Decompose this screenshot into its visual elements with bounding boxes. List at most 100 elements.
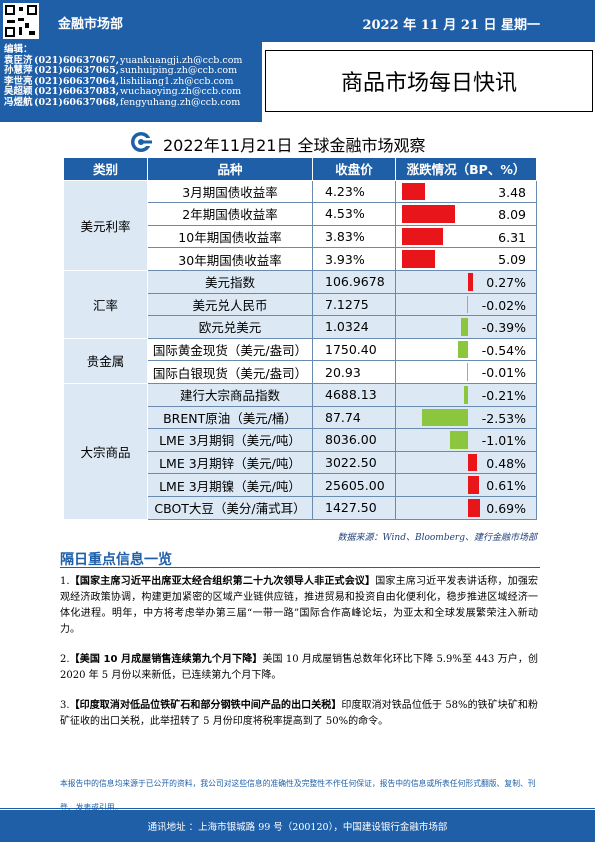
item-cell: CBOT大豆（美分/蒲式耳） (147, 495, 313, 520)
change-cell: 3.48 (395, 179, 537, 204)
editor-row: 李世亮(021)60637064,lishiliang1.zh@ccb.com (4, 75, 262, 88)
item-cell: 30年期国债收益率 (147, 247, 313, 271)
category-cell: 美元利率 (63, 179, 148, 271)
change-bar (468, 453, 477, 472)
table-row: 30年期国债收益率 3.93% 5.09 (64, 247, 537, 271)
editor-name: 李世亮 (4, 75, 33, 87)
item-cell: BRENT原油（美元/桶） (147, 405, 313, 430)
item-cell: 3月期国债收益率 (147, 179, 313, 204)
change-value: -0.01% (481, 365, 526, 381)
news-item-1: 1.【国家主席习近平出席亚太经合组织第二十九次领导人非正式会议】国家主席习近平发… (60, 576, 539, 635)
editor-name: 冯煜航 (4, 96, 33, 108)
header-category: 类别 (63, 157, 148, 181)
item-cell: 2年期国债收益率 (147, 202, 313, 226)
close-cell: 20.93 (312, 360, 396, 384)
table-row: 大宗商品 建行大宗商品指数 4688.13 -0.21% (63, 382, 537, 520)
item-cell: 10年期国债收益率 (147, 224, 313, 249)
editor-phone: (021)60637067, (34, 54, 120, 66)
change-bar (467, 295, 468, 314)
news-item-2: 2.【美国 10 月成屋销售连续第九个月下降】美国 10 月成屋销售总数年化环比… (60, 654, 538, 681)
table-row: 美元利率 3月期国债收益率 4.23% 3.48 (63, 179, 537, 271)
category-cell: 大宗商品 (63, 382, 148, 520)
change-bar (402, 182, 425, 201)
data-source: 数据来源：Wind、Bloomberg、建行金融市场部 (337, 533, 537, 543)
footer: 通讯地址 ：上海市银城路 99 号（200120），中国建设银行金融市场部 (0, 810, 595, 842)
change-cell: -0.02% (395, 292, 537, 317)
item-cell: 美元兑人民币 (147, 292, 313, 317)
close-cell: 4688.13 (312, 382, 396, 407)
close-cell: 1.0324 (312, 315, 396, 339)
change-bar (460, 318, 468, 336)
section-divider (60, 567, 540, 568)
change-cell: -0.54% (395, 337, 537, 362)
close-cell: 4.23% (312, 179, 396, 204)
table-row: CBOT大豆（美分/蒲式耳） 1427.50 0.69% (64, 495, 537, 520)
item-cell: LME 3月期铜（美元/吨） (147, 428, 313, 452)
table-row: 国际白银现货（美元/盎司） 20.93 -0.01% (64, 360, 537, 384)
change-cell: 0.69% (395, 495, 537, 520)
footer-divider (0, 808, 595, 809)
change-bar (458, 340, 468, 359)
close-cell: 8036.00 (312, 428, 396, 452)
change-bar (467, 363, 468, 381)
editor-phone: (021)60637064, (34, 75, 120, 87)
change-bar (402, 250, 436, 268)
close-cell: 3.83% (312, 224, 396, 249)
table-row: LME 3月期铜（美元/吨） 8036.00 -1.01% (64, 428, 537, 452)
change-value: -2.53% (481, 410, 526, 426)
editor-phone: (021)60637083, (34, 86, 120, 98)
subtitle: 2022年11月21日 全球金融市场观察 (163, 136, 426, 155)
editors-label: 编辑： (4, 44, 33, 55)
change-value: 5.09 (498, 252, 526, 268)
editor-email[interactable]: yuankuangji.zh@ccb.com (120, 54, 243, 66)
close-cell: 25605.00 (312, 473, 396, 497)
change-value: 0.69% (486, 500, 526, 516)
change-cell: 8.09 (395, 202, 537, 226)
market-table: 类别 品种 收盘价 涨跌情况（BP、%） 美元利率 3月期国债收益率 4.23% 3.… (63, 157, 537, 520)
change-bar (422, 408, 468, 427)
editor-row: 吴超颖(021)60637083,wuchaoying.zh@ccb.com (4, 87, 262, 98)
change-bar (468, 476, 479, 494)
news-body: 美国 10 月成屋销售总数年化环比下降 5.9%至 443 万户，创 2020 … (60, 654, 538, 681)
editor-phone: (021)60637065, (34, 65, 120, 77)
news-headline: 【美国 10 月成屋销售连续第九个月下降】 (69, 654, 263, 665)
header-change: 涨跌情况（BP、%） (395, 157, 537, 181)
change-cell: 0.61% (395, 473, 537, 497)
report-date: 2022 年 11 月 21 日 星期一 (362, 18, 540, 33)
change-bar (402, 205, 455, 223)
item-cell: 国际黄金现货（美元/盎司） (147, 337, 313, 362)
close-cell: 87.74 (312, 405, 396, 430)
editor-email[interactable]: lishiliang1.zh@ccb.com (120, 75, 234, 87)
news-body: 国家主席习近平发表讲话称，加强宏观经济政策协调，构建更加紧密的区域产业链供应链，… (60, 576, 539, 635)
editor-email[interactable]: wuchaoying.zh@ccb.com (120, 86, 242, 98)
item-cell: LME 3月期镍（美元/吨） (147, 473, 313, 497)
item-cell: 欧元兑美元 (147, 315, 313, 339)
change-value: -0.39% (481, 320, 526, 336)
close-cell: 7.1275 (312, 292, 396, 317)
category-cell: 汇率 (63, 269, 148, 339)
disclaimer: 本报告中的信息均来源于已公开的资料，我公司对这些信息的准确性及完整性不作任何保证… (60, 779, 536, 812)
table-row: 欧元兑美元 1.0324 -0.39% (64, 315, 537, 339)
change-value: -0.02% (481, 297, 526, 313)
table-row: 汇率 美元指数 106.9678 0.27% (63, 269, 537, 339)
change-value: 6.31 (498, 229, 526, 245)
ccb-logo-icon (131, 132, 152, 152)
close-cell: 1750.40 (312, 337, 396, 362)
change-bar (402, 227, 443, 246)
close-cell: 106.9678 (312, 269, 396, 294)
editor-row: 袁臣济(021)60637067,yuankuangji.zh@ccb.com (4, 54, 262, 67)
change-cell: -0.01% (395, 360, 537, 384)
editor-email[interactable]: fengyuhang.zh@ccb.com (120, 96, 241, 108)
close-cell: 1427.50 (312, 495, 396, 520)
change-bar (464, 385, 468, 404)
editor-email[interactable]: sunhuiping.zh@ccb.com (120, 65, 238, 77)
change-cell: -0.21% (395, 382, 537, 407)
close-cell: 3.93% (312, 247, 396, 271)
change-cell: 6.31 (395, 224, 537, 249)
table-row: BRENT原油（美元/桶） 87.74 -2.53% (64, 405, 537, 430)
change-cell: -2.53% (395, 405, 537, 430)
item-cell: 美元指数 (147, 269, 313, 294)
footer-address: 通讯地址 ：上海市银城路 99 号（200120），中国建设银行金融市场部 (147, 822, 448, 833)
header-close: 收盘价 (312, 157, 396, 181)
table-row: 2年期国债收益率 4.53% 8.09 (64, 202, 537, 226)
